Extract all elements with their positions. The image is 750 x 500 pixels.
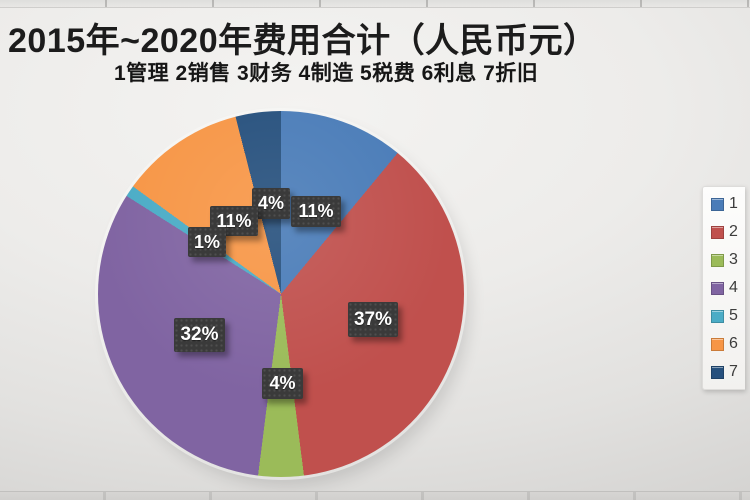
legend-item-5[interactable]: 5 (703, 308, 745, 324)
legend-item-7[interactable]: 7 (703, 364, 745, 380)
chart-legend: 1 2 3 4 5 6 7 (702, 186, 745, 390)
chart-title: 2015年~2020年费用合计（人民币元） (8, 22, 598, 60)
pie-label-slice5-tax: 1% (188, 227, 226, 257)
legend-item-1[interactable]: 1 (703, 196, 745, 212)
legend-label-5: 5 (729, 307, 738, 324)
legend-label-7: 7 (729, 363, 738, 380)
legend-swatch-1 (711, 197, 724, 211)
legend-swatch-7 (711, 365, 724, 379)
spreadsheet-row-bottom (0, 491, 750, 500)
legend-swatch-5 (711, 309, 724, 323)
legend-item-2[interactable]: 2 (703, 224, 745, 240)
spreadsheet-row-top (0, 0, 750, 8)
legend-swatch-3 (711, 253, 724, 267)
legend-item-3[interactable]: 3 (703, 252, 745, 268)
pie-label-slice7-depreciation: 4% (252, 188, 290, 219)
pie-label-slice4-manufacturing: 32% (174, 318, 225, 352)
legend-label-4: 4 (729, 279, 738, 296)
legend-swatch-4 (711, 281, 724, 295)
legend-item-4[interactable]: 4 (703, 280, 745, 296)
legend-item-6[interactable]: 6 (703, 336, 745, 352)
legend-swatch-6 (711, 337, 724, 351)
chart-subtitle: 1管理 2销售 3财务 4制造 5税费 6利息 7折旧 (114, 62, 539, 85)
legend-label-1: 1 (729, 195, 738, 212)
legend-label-3: 3 (729, 251, 738, 268)
pie-label-slice3-finance: 4% (262, 368, 303, 399)
legend-label-6: 6 (729, 335, 738, 352)
legend-swatch-2 (711, 225, 724, 239)
legend-label-2: 2 (729, 223, 738, 240)
pie-label-slice2-sales: 37% (348, 302, 398, 337)
pie-label-slice1-management: 11% (291, 196, 341, 227)
pie-chart[interactable] (98, 111, 464, 477)
